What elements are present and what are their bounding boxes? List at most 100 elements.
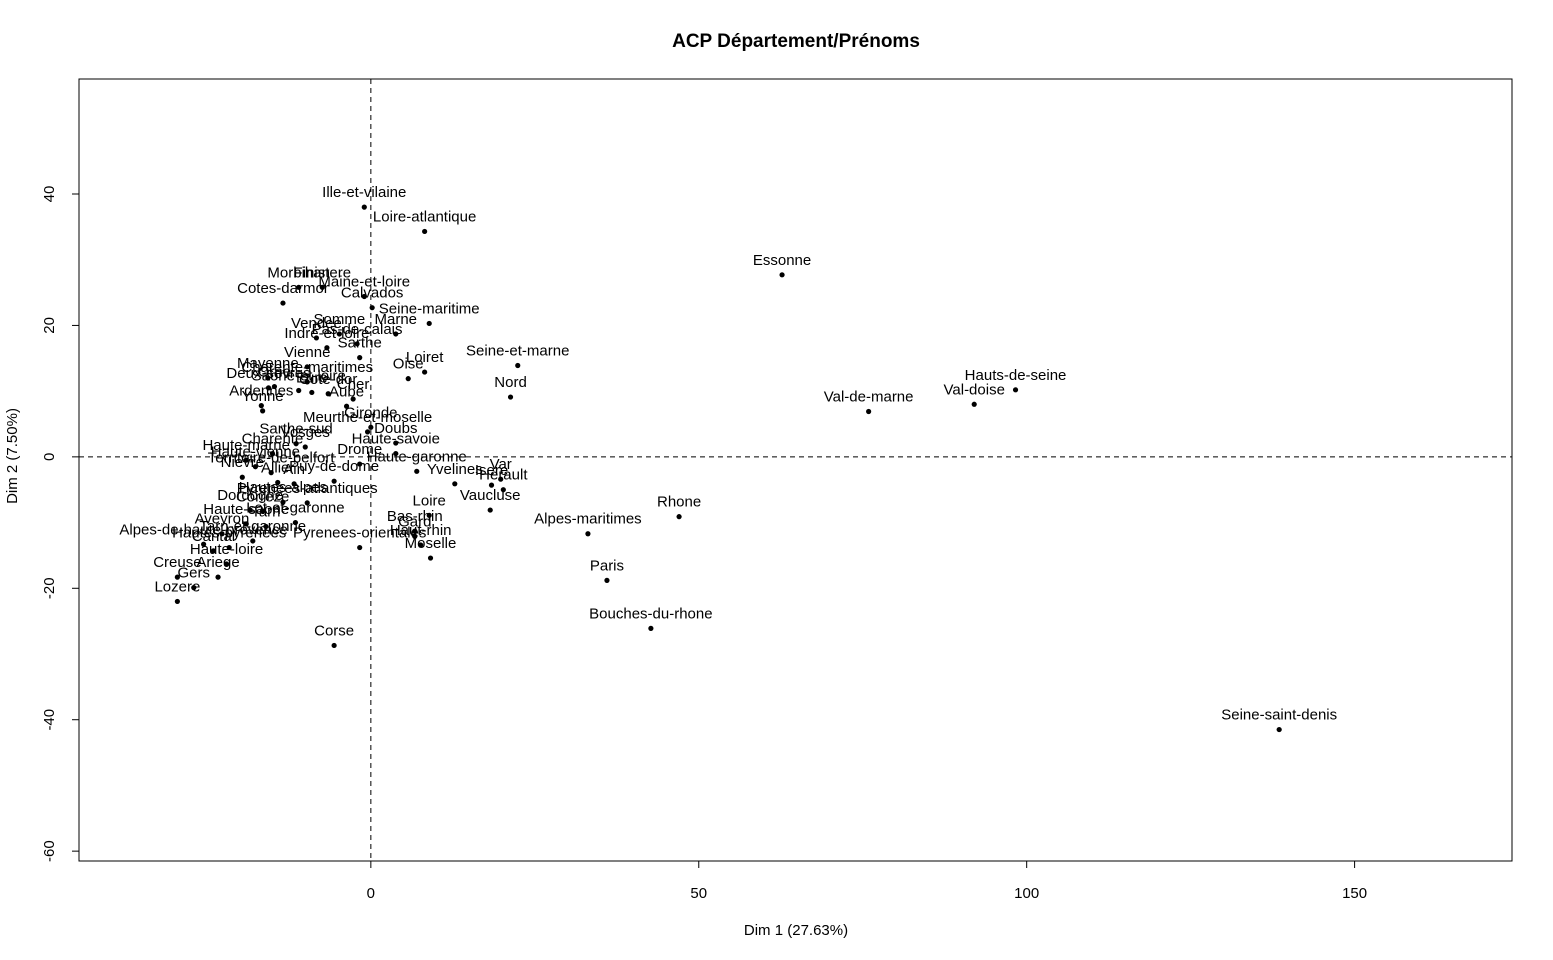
point-label: Loiret [406,349,444,366]
data-point [191,585,197,591]
data-point [487,507,493,513]
data-point [275,479,281,486]
point-label: Alpes-de-haute-provence [119,521,287,538]
data-points: Ille-et-vilaine Loire-atlantique Essonne Mo… [119,184,1337,733]
data-point [585,531,591,537]
point-label: Bouches-du-rhone [589,605,712,622]
data-point [319,284,325,290]
data-point [291,481,297,487]
data-point [515,362,521,369]
point-label: Yvelines [427,461,483,478]
data-point [265,375,271,381]
point-label: Gers [178,565,211,582]
point-label: Sarthe-sud [259,421,332,438]
data-point [1276,726,1282,733]
data-point [427,555,434,561]
point-label: Aveyron [195,511,250,528]
data-point [779,272,785,278]
point-label: Tarn [251,504,280,521]
data-point [452,481,458,487]
point-label: Cotes-darmor [237,280,329,297]
y-tick-label: 0 [41,453,58,461]
data-point [271,383,278,390]
x-axis: 0 50 100 150 [367,860,1367,902]
point-label: Marne [375,311,418,328]
data-point [412,533,418,539]
data-point [223,561,230,567]
point-label: Herault [479,467,528,484]
data-point [357,544,363,551]
point-label: Cantal [192,528,235,545]
data-point [604,577,610,584]
data-point [422,228,428,235]
data-point [971,401,977,407]
data-point [243,457,249,463]
data-point [361,204,367,210]
data-point [260,508,266,514]
data-point [648,625,654,631]
point-label: Drome [337,441,382,458]
data-point [324,345,330,351]
y-tick-label: 20 [41,317,58,334]
data-point [226,544,232,551]
point-label: Vosges [281,424,330,441]
point-label: Tarn-et-garonne [199,518,306,535]
point-label: Gironde [344,404,397,421]
data-point [354,341,360,347]
point-label: Ain [283,461,305,478]
point-label: Vienne [284,344,330,361]
point-label: Puy-de-dome [289,458,379,475]
data-point [676,514,682,520]
data-point [215,574,221,580]
data-point [418,542,424,548]
point-label: Lozere [154,578,200,595]
data-point [426,512,432,518]
point-label: Pyrenees-atlantiques [237,480,378,497]
point-label: Somme [314,311,366,328]
point-label: Moselle [405,535,457,552]
point-label: Haute-vienne [211,444,300,461]
point-label: Meurthe-et-moselle [303,409,432,426]
point-label: Calvados [341,285,404,302]
data-point [304,379,310,385]
point-label: Hauts-de-seine [965,367,1067,384]
y-axis-label: Dim 2 (7.50%) [4,408,21,504]
y-tick-label: -60 [41,840,58,862]
point-label: Vaucluse [460,487,521,504]
data-point [412,528,418,534]
data-point [866,408,872,415]
data-point [422,369,428,375]
point-label: Morbihan [267,264,330,281]
data-point [500,487,506,493]
point-label: Essonne [753,252,811,269]
point-label: Haute-loire [190,541,263,558]
y-axis: -60 -40 -20 0 20 40 [41,186,80,862]
data-point [488,482,495,488]
data-point [369,305,375,311]
point-label: Eure [296,369,328,386]
x-tick-label: 0 [367,885,375,902]
point-label: Allier [261,459,294,476]
data-point [247,507,253,513]
data-point [313,335,320,341]
data-point [361,293,367,300]
point-label: Lot-et-garonne [246,500,344,517]
data-point [292,519,299,526]
point-label: Haute-marne [202,437,290,454]
data-point [239,474,245,480]
data-point [243,521,249,527]
data-point [174,598,180,605]
y-tick-label: -40 [41,709,58,731]
point-label: Yonne [242,388,284,405]
point-label: Hautes-alpes [239,479,327,496]
data-point [269,450,276,457]
data-point [304,500,310,506]
data-point [309,389,315,396]
point-label: Val-de-marne [824,389,914,406]
data-point [507,394,514,400]
data-point [1012,387,1019,393]
point-label: Dordogne [217,487,283,504]
data-point [252,464,259,470]
data-point [280,300,286,306]
point-label: Paris [590,557,624,574]
